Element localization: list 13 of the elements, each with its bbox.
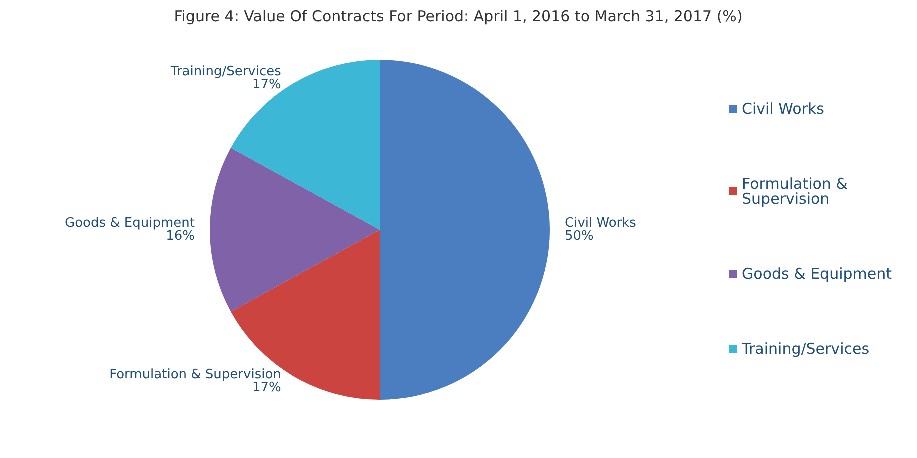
chart-title: Figure 4: Value Of Contracts For Period: April 1, 2016 to March 31, 2017 (%) <box>174 8 743 26</box>
legend-label: Civil Works <box>742 100 825 118</box>
slice-label: Training/Services <box>170 64 282 80</box>
slice-label: Goods & Equipment <box>65 216 195 231</box>
data-label: 16% <box>166 229 195 244</box>
legend-label: Training/Services <box>741 340 870 358</box>
slice-label: Formulation & Supervision <box>110 367 282 382</box>
data-label: 17% <box>252 78 282 93</box>
legend-label: Goods & Equipment <box>742 265 892 283</box>
data-label: 17% <box>252 380 282 396</box>
legend-label: Formulation & Supervision <box>742 175 853 208</box>
data-label: 50% <box>565 229 594 244</box>
slice-label: Civil Works <box>565 216 637 231</box>
